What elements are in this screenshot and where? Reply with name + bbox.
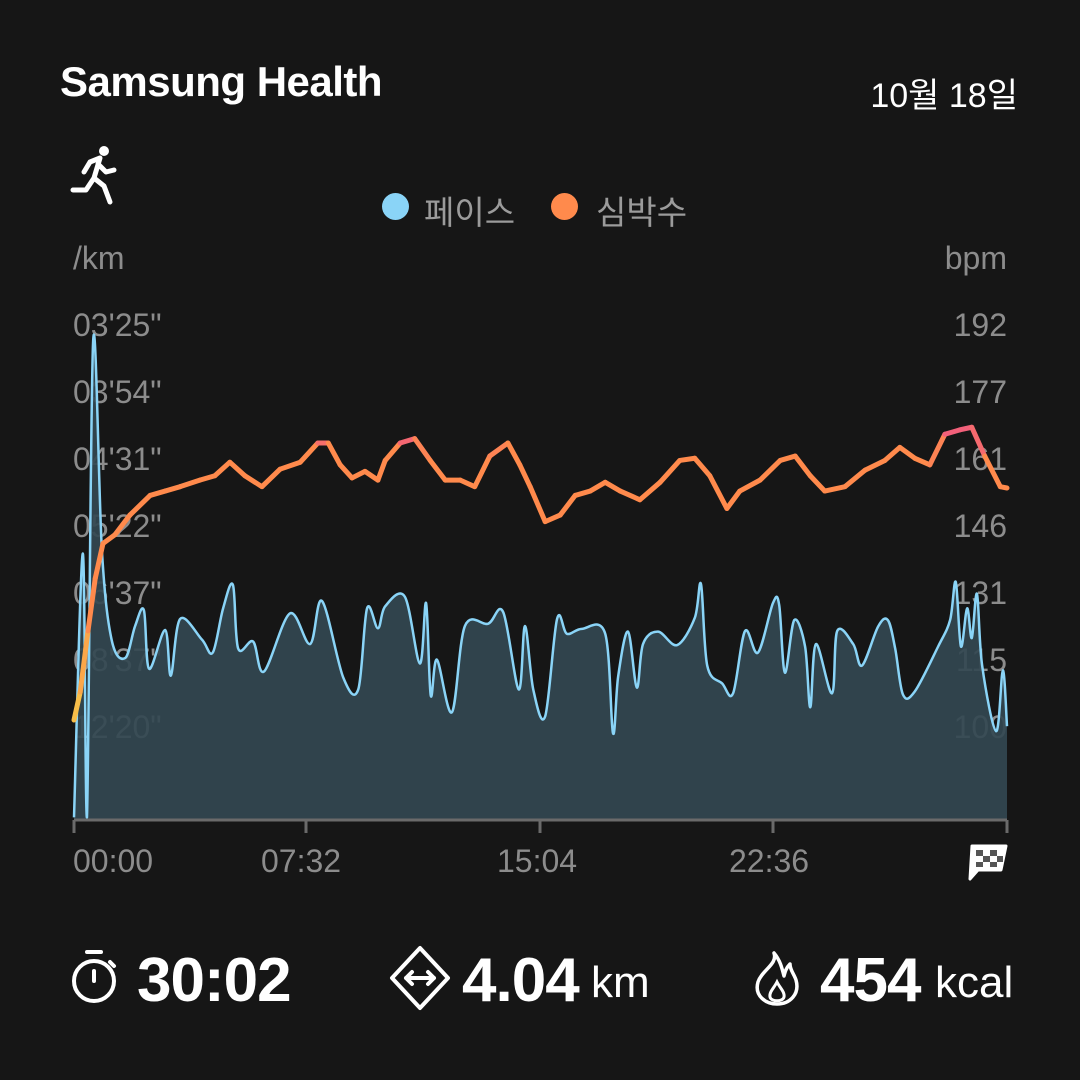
heart-rate-line-segment	[822, 484, 848, 494]
legend-pace-label: 페이스	[424, 194, 516, 231]
stopwatch-icon	[72, 950, 116, 1003]
heart-rate-line-segment	[412, 436, 433, 463]
pace-tick-label: 05'22"	[73, 508, 162, 544]
pace-area-fill	[74, 334, 1007, 820]
heart-rate-line-segment	[242, 473, 265, 490]
heart-rate-line-segment	[617, 488, 643, 503]
calories-value: 454	[820, 946, 921, 1015]
heart-rate-line-segment	[259, 466, 283, 490]
duration-value: 30:02	[137, 946, 292, 1015]
heart-rate-line-segment	[724, 488, 743, 512]
heart-rate-line-segment	[427, 457, 448, 483]
heart-rate-line-segment	[882, 444, 903, 463]
heart-rate-line-segment	[677, 455, 698, 463]
bpm-tick-label: 146	[953, 508, 1007, 544]
x-tick-label: 07:32	[261, 843, 342, 879]
heart-rate-line-segment	[942, 427, 963, 437]
heart-rate-line-segment	[505, 440, 523, 468]
heart-rate-line-segment	[807, 473, 828, 494]
heart-rate-line-segment	[707, 473, 730, 512]
calories-unit: kcal	[935, 958, 1014, 1007]
heart-rate-line-segment	[457, 477, 478, 490]
distance-icon	[390, 946, 450, 1010]
heart-rate-line-segment	[692, 455, 713, 479]
heart-rate-line-segment	[982, 453, 1003, 490]
distance-unit: km	[591, 958, 650, 1007]
x-tick-label: 15:04	[497, 843, 578, 879]
heart-rate-line-segment	[587, 479, 608, 494]
bpm-tick-label: 131	[953, 575, 1007, 611]
heart-rate-line-segment	[602, 479, 623, 494]
heart-rate-line-segment	[277, 459, 303, 472]
heart-rate-line-segment	[657, 457, 683, 485]
heart-rate-line-segment	[362, 468, 381, 483]
heart-rate-line-segment	[337, 462, 355, 481]
flame-icon	[755, 951, 799, 1006]
bpm-tick-label: 192	[953, 307, 1007, 343]
heart-rate-line-segment	[127, 492, 153, 518]
heart-rate-line-segment	[777, 453, 798, 463]
heart-rate-line-segment	[212, 459, 233, 479]
heart-rate-line-segment	[162, 484, 183, 494]
heart-rate-line-segment	[969, 424, 988, 459]
heart-rate-line-segment	[572, 488, 593, 498]
app-title: Samsung Health	[60, 58, 383, 105]
heart-rate-line-segment	[737, 477, 763, 494]
heart-rate-line-segment	[517, 462, 533, 490]
distance-value: 4.04	[462, 946, 580, 1015]
heart-rate-line-segment	[177, 477, 203, 490]
x-tick-label: 00:00	[73, 843, 154, 879]
heart-rate-line-segment	[527, 484, 548, 525]
bpm-tick-label: 177	[953, 374, 1007, 410]
heart-rate-line-segment	[637, 479, 663, 503]
legend-pace-dot	[382, 193, 409, 220]
heart-rate-line-segment	[757, 457, 783, 483]
heart-rate-line-segment	[997, 484, 1010, 491]
heart-rate-line-segment	[542, 512, 563, 525]
heart-rate-line-segment	[472, 453, 493, 490]
legend-heart-rate-label: 심박수	[596, 194, 688, 231]
bpm-unit-label: bpm	[944, 240, 1007, 276]
legend-heart-rate-dot	[551, 193, 578, 220]
pace-line	[72, 333, 1009, 819]
heart-rate-line-segment	[197, 473, 218, 483]
pace-unit-label: /km	[73, 240, 125, 276]
heart-rate-line-segment	[927, 431, 948, 468]
workout-date: 10월 18일	[870, 77, 1018, 115]
heart-rate-line-segment	[382, 440, 403, 463]
heart-rate-line-segment	[557, 492, 578, 518]
heart-rate-line-segment	[397, 436, 418, 446]
heart-rate-line-segment	[85, 575, 98, 634]
heart-rate-line-segment	[897, 444, 918, 461]
heart-rate-line-segment	[862, 457, 888, 473]
heart-rate-line-segment	[912, 455, 933, 468]
heart-rate-line-segment	[147, 488, 168, 498]
pace-tick-label: 04'31"	[73, 441, 162, 477]
x-tick-label: 22:36	[729, 843, 810, 879]
heart-rate-line-segment	[842, 467, 868, 490]
heart-rate-line-segment	[325, 440, 343, 468]
heart-rate-line-segment	[375, 457, 388, 483]
heart-rate-line-segment	[112, 512, 133, 538]
heart-rate-line-segment	[487, 440, 511, 459]
heart-rate-line-segment	[77, 628, 91, 695]
heart-rate-line-segment	[92, 540, 106, 581]
running-icon	[70, 146, 117, 205]
heart-rate-line-segment	[71, 689, 83, 723]
pace-tick-label: 03'25"	[73, 307, 162, 343]
heart-rate-line-segment	[227, 459, 248, 479]
heart-rate-line-segment	[297, 440, 321, 465]
heart-rate-line-segment	[792, 453, 813, 479]
pace-tick-label: 03'54"	[73, 374, 162, 410]
pace-tick-label: 06'37"	[73, 575, 162, 611]
finish-flag-icon	[968, 844, 1008, 881]
